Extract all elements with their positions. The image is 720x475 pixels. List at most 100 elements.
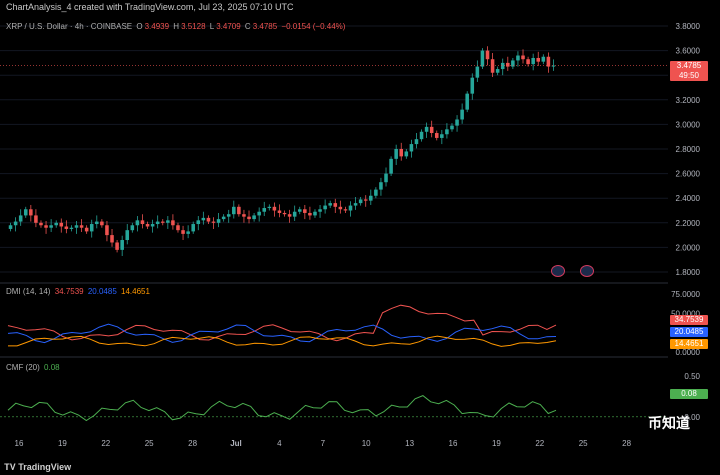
cmf-value: 0.08 — [44, 363, 60, 372]
candle-body — [120, 240, 124, 250]
last-price-value: 3.4785 — [676, 61, 702, 70]
dmi-tick-label: 50.0000 — [671, 309, 700, 318]
candle-body — [328, 203, 332, 206]
dmi-tick-label: 75.0000 — [671, 290, 700, 299]
time-tick-label: 16 — [449, 439, 458, 448]
candle-body — [18, 215, 23, 222]
candle-body — [434, 133, 439, 138]
time-axis: 16 19 22 25 28 Jul 4 7 10 13 16 19 22 25 28 — [15, 439, 632, 448]
open-value: 3.4939 — [144, 22, 170, 31]
candle-body — [171, 220, 175, 226]
candle-body — [196, 220, 201, 225]
cmf-tick-label: 0.00 — [684, 413, 700, 422]
candle-body — [490, 59, 495, 73]
time-tick-label: Jul — [230, 439, 242, 448]
candle-body — [89, 224, 94, 232]
time-tick-label: 25 — [145, 439, 154, 448]
candle-body — [8, 225, 13, 229]
candle-body — [429, 126, 434, 134]
candle-body — [287, 214, 292, 217]
candle-body — [186, 231, 190, 234]
cmf-series-line — [7, 395, 557, 422]
candle-body — [363, 199, 368, 201]
main-legend[interactable]: XRP / U.S. Dollar · 4h · COINBASE O 3.493… — [6, 22, 347, 31]
time-tick-label: 22 — [101, 439, 110, 448]
candle-body — [297, 209, 302, 212]
candle-body — [404, 151, 409, 157]
dmi-axis: 75.0000 50.0000 0.0000 — [671, 290, 700, 357]
candle-body — [399, 149, 404, 157]
candle-body — [64, 226, 69, 229]
time-tick-label: 7 — [321, 439, 326, 448]
candle-body — [226, 214, 231, 217]
us-flag-event-icon[interactable] — [551, 265, 565, 277]
candle-body — [348, 205, 353, 211]
symbol-label[interactable]: XRP / U.S. Dollar · 4h · COINBASE — [6, 22, 133, 31]
time-tick-label: 19 — [58, 439, 67, 448]
candle-body — [257, 211, 261, 216]
candle-body — [39, 222, 43, 226]
candle-body — [343, 209, 348, 211]
candle-body — [84, 227, 89, 232]
candle-body — [546, 56, 551, 67]
candle-body — [34, 215, 38, 223]
time-tick-label: 19 — [492, 439, 501, 448]
candle-body — [394, 149, 398, 159]
dmi-adx-tag: 14.4651 — [670, 339, 708, 349]
candle-body — [267, 206, 272, 209]
cmf-name[interactable]: CMF (20) — [6, 363, 40, 372]
tradingview-logo[interactable]: 𝐓𝐕 TradingView — [4, 462, 71, 473]
dmi-legend[interactable]: DMI (14, 14) 34.7539 20.0485 14.4651 — [6, 287, 152, 296]
time-tick-label: 22 — [535, 439, 544, 448]
price-tick-label: 2.8000 — [676, 145, 701, 154]
plus-di-line — [7, 304, 557, 342]
candle-body — [445, 129, 449, 135]
candle-body — [541, 56, 546, 62]
time-tick-label: 16 — [15, 439, 24, 448]
candle-body — [74, 225, 79, 228]
candle-body — [379, 182, 383, 190]
candle-body — [424, 126, 429, 132]
candle-body — [485, 50, 490, 60]
close-value: 3.4785 — [252, 22, 278, 31]
dmi-minus-value: 20.0485 — [87, 287, 117, 296]
candle-body — [358, 199, 363, 204]
candle-body — [130, 225, 135, 231]
price-tick-label: 2.4000 — [676, 194, 701, 203]
candle-body — [521, 55, 525, 60]
candle-body — [323, 205, 327, 210]
dmi-plus-tag: 34.7539 — [670, 315, 708, 325]
dmi-name[interactable]: DMI (14, 14) — [6, 287, 51, 296]
price-tick-label: 1.8000 — [676, 268, 701, 277]
candle-body — [100, 221, 104, 226]
candle-body — [450, 125, 454, 130]
candle-body — [460, 109, 464, 120]
candle-body — [44, 225, 48, 228]
candle-body — [155, 221, 160, 225]
candle-body — [79, 225, 84, 228]
candle-body — [495, 69, 500, 73]
candle-body — [516, 55, 520, 61]
candle-body — [333, 203, 338, 207]
candle-body — [531, 57, 535, 65]
us-flag-event-icon[interactable] — [580, 265, 594, 277]
candle-body — [389, 158, 393, 174]
candle-body — [338, 206, 343, 210]
dmi-plus-value: 34.7539 — [54, 287, 84, 296]
low-value: 3.4709 — [216, 22, 241, 31]
low-label: L — [209, 22, 215, 31]
candle-body — [69, 227, 74, 229]
candle-body — [262, 208, 267, 212]
candle-body — [110, 235, 114, 243]
candle-body — [470, 77, 475, 94]
candle-body — [54, 222, 58, 226]
candle-body — [455, 119, 459, 126]
cmf-legend[interactable]: CMF (20) 0.08 — [6, 363, 62, 372]
bar-countdown: 49:50 — [678, 71, 700, 80]
candle-body — [465, 93, 469, 110]
candle-body — [252, 215, 256, 220]
candle-body — [135, 220, 140, 226]
candle-body — [13, 221, 18, 226]
candle-body — [313, 211, 317, 216]
